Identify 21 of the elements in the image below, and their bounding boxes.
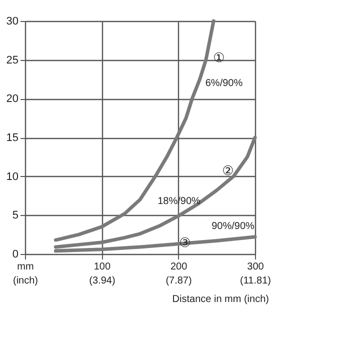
annotation: 6%/90% — [205, 78, 243, 89]
y-tick-label: 25 — [6, 54, 18, 66]
x-axis-title: Distance in mm (inch) — [172, 294, 269, 305]
x2-tick-label: (11.81) — [240, 276, 271, 286]
annotation: ② — [222, 164, 234, 179]
x-tick-label: mm — [17, 262, 34, 272]
x-tick-label: 200 — [170, 262, 188, 272]
y-tick-label: 15 — [6, 132, 18, 144]
annotation: 90%/90% — [212, 221, 255, 232]
line-series — [54, 136, 257, 249]
y-tick-label: 10 — [6, 170, 18, 183]
x2-tick-label: (3.94) — [89, 276, 116, 286]
y-tick-label: 0 — [12, 248, 18, 260]
x-tick-label: 300 — [247, 262, 264, 272]
annotation: ③ — [179, 236, 191, 251]
y-tick-label: 5 — [12, 210, 18, 222]
y-tick-label: 30 — [6, 16, 18, 28]
x2-tick-label: (7.87) — [166, 276, 192, 286]
y-tick-label: 20 — [6, 93, 18, 106]
x2-tick-label: (inch) — [12, 276, 38, 286]
x-tick-label: 100 — [94, 262, 111, 272]
